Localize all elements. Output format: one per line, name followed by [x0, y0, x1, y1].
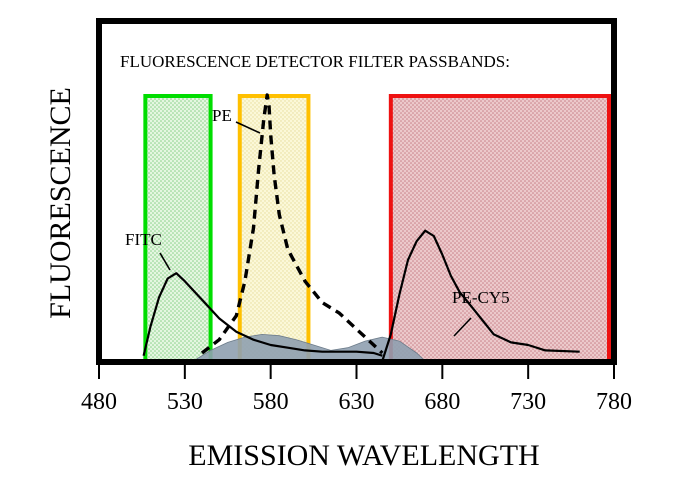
passband-green	[143, 94, 213, 363]
annotation-fitc-label: FITC	[125, 230, 162, 249]
series-lines	[142, 93, 580, 362]
plot-frame	[96, 18, 617, 365]
x-tick-label: 630	[339, 389, 375, 415]
x-tick-label: 680	[424, 389, 460, 415]
annotation-pe-cy5-label: PE-CY5	[452, 288, 510, 307]
series-fitc	[142, 272, 383, 357]
annotation-pe-leader	[235, 121, 261, 134]
y-axis-label: FLUORESCENCE	[44, 87, 77, 319]
series-pe-cy5	[381, 229, 580, 362]
x-tick-label: 530	[167, 389, 203, 415]
series-pe	[200, 93, 384, 355]
annotation-fitc: FITC	[125, 230, 171, 271]
x-tick-label: 580	[253, 389, 289, 415]
annotation-pe-cy5: PE-CY5	[452, 288, 510, 337]
x-axis-label: EMISSION WAVELENGTH	[188, 439, 539, 472]
passband-yellow	[237, 94, 311, 363]
annotation-pe-label: PE	[212, 106, 232, 125]
annotation-pe-cy5-leader	[453, 317, 472, 337]
annotation-fitc-leader	[159, 252, 171, 271]
chart-title: FLUORESCENCE DETECTOR FILTER PASSBANDS:	[120, 52, 510, 71]
annotation-pe: PE	[212, 106, 261, 134]
passband-red	[388, 94, 612, 363]
passbands	[143, 94, 612, 363]
x-tick-label: 730	[510, 389, 546, 415]
x-tick-label: 780	[596, 389, 632, 415]
x-axis: 480 530 580 630 680 730 780	[81, 364, 632, 415]
overlap-area	[191, 333, 427, 362]
x-tick-label: 480	[81, 389, 117, 415]
overlap-region	[191, 333, 427, 362]
